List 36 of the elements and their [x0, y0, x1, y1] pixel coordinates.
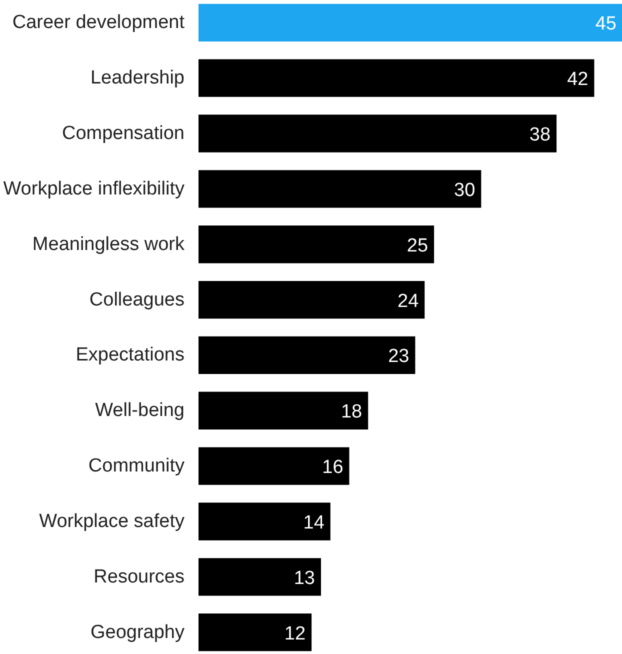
data-label: 38: [529, 124, 551, 146]
data-label: 42: [567, 69, 588, 90]
y-tick-label: Well-being: [95, 400, 185, 422]
y-tick-label: Leadership: [90, 68, 185, 89]
data-label: 45: [595, 14, 617, 35]
data-label: 16: [322, 457, 344, 478]
bar: [198, 226, 434, 264]
bar: [198, 447, 350, 485]
data-label: 18: [340, 402, 362, 423]
bar: [198, 558, 321, 596]
y-tick-label: Workplace safety: [39, 510, 185, 532]
bar: [198, 170, 482, 208]
bar: [198, 392, 368, 430]
bar: [198, 502, 330, 540]
y-tick-label: Workplace inflexibility: [3, 178, 185, 200]
y-tick-label: Meaningless work: [32, 234, 185, 255]
y-tick-label: Geography: [90, 622, 185, 643]
data-label: 14: [303, 512, 325, 534]
bar: [198, 613, 312, 652]
y-tick-label: Colleagues: [89, 289, 185, 310]
bar: [198, 59, 594, 97]
y-tick-label: Expectations: [76, 344, 185, 366]
data-label: 30: [454, 180, 476, 201]
y-tick-label: Resources: [94, 566, 185, 588]
data-label: 12: [284, 623, 306, 644]
bar: [198, 336, 416, 374]
y-tick-label: Community: [88, 456, 185, 477]
data-label: 13: [294, 568, 315, 589]
bar: [198, 4, 622, 42]
data-label: 24: [398, 290, 420, 312]
bar: [198, 280, 425, 319]
y-tick-label: Compensation: [62, 123, 185, 144]
data-label: 25: [406, 235, 428, 256]
bar: [198, 114, 557, 152]
data-label: 23: [388, 346, 410, 368]
y-tick-label: Career development: [12, 12, 186, 34]
